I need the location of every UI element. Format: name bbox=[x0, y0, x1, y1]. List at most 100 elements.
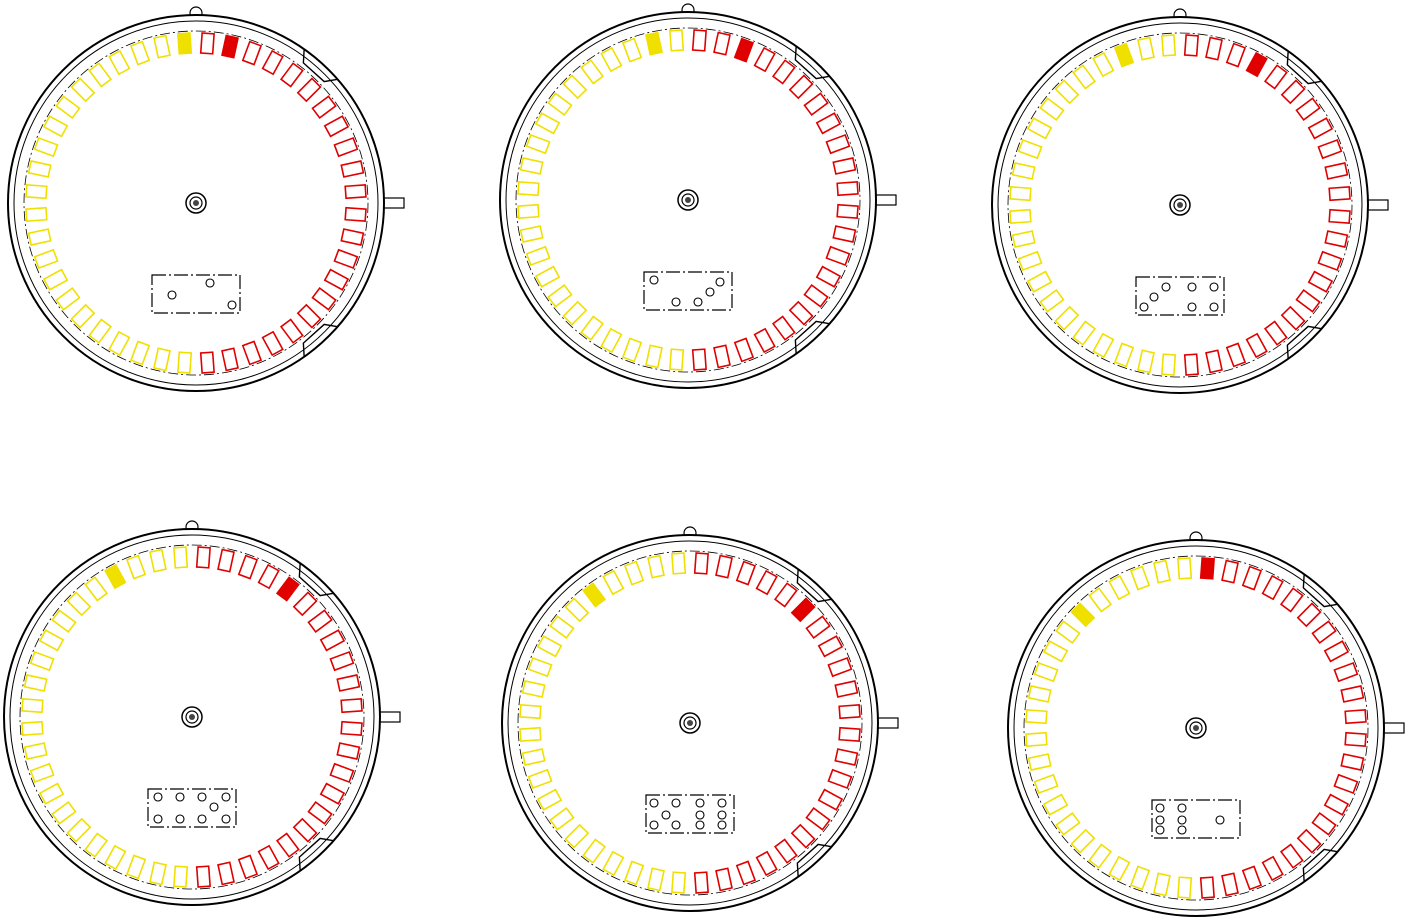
yellow-slot bbox=[600, 327, 623, 354]
clip-shape bbox=[794, 47, 829, 80]
clip-shape bbox=[1286, 52, 1321, 85]
dot bbox=[1187, 282, 1197, 292]
red-slot bbox=[1279, 843, 1304, 869]
red-slot bbox=[1245, 51, 1268, 78]
yellow-slot bbox=[1033, 773, 1059, 795]
red-slot bbox=[333, 136, 359, 158]
red-slot bbox=[1307, 117, 1334, 140]
clip-shape bbox=[796, 843, 831, 876]
yellow-slot bbox=[33, 248, 59, 270]
red-slot bbox=[1205, 36, 1223, 61]
red-slot bbox=[1183, 34, 1199, 57]
red-slot bbox=[319, 782, 346, 805]
yellow-slot bbox=[1055, 620, 1081, 645]
dot bbox=[175, 814, 185, 824]
yellow-slot bbox=[580, 315, 605, 341]
yellow-slot bbox=[21, 698, 44, 714]
dot bbox=[649, 275, 659, 285]
clip-shape bbox=[302, 323, 337, 356]
red-slot bbox=[817, 635, 844, 658]
track bbox=[23, 30, 369, 376]
red-slot bbox=[832, 225, 857, 243]
red-slot bbox=[1205, 349, 1223, 374]
yellow-slot bbox=[29, 650, 55, 672]
red-slot bbox=[275, 832, 300, 858]
red-slot bbox=[1241, 865, 1263, 891]
yellow-slot bbox=[621, 337, 643, 363]
dot bbox=[1177, 815, 1187, 825]
dial bbox=[3, 520, 401, 906]
red-slot bbox=[307, 800, 333, 825]
red-slot bbox=[1317, 250, 1343, 272]
red-slot bbox=[1328, 208, 1351, 224]
yellow-slot bbox=[125, 554, 147, 580]
yellow-slot bbox=[671, 552, 687, 575]
yellow-slot bbox=[125, 854, 147, 880]
yellow-slot bbox=[84, 832, 109, 858]
yellow-slot bbox=[29, 762, 55, 784]
red-slot bbox=[1296, 828, 1322, 854]
red-slot bbox=[753, 327, 776, 354]
yellow-slot bbox=[84, 576, 109, 602]
clip-shape bbox=[298, 564, 333, 597]
dot bbox=[227, 300, 237, 310]
red-slot bbox=[292, 817, 318, 843]
clip bbox=[794, 47, 829, 80]
hub-core bbox=[1177, 202, 1183, 208]
dot bbox=[1187, 302, 1197, 312]
yellow-slot bbox=[70, 77, 96, 103]
red-slot bbox=[1333, 773, 1359, 795]
red-slot bbox=[1221, 872, 1239, 897]
red-slot bbox=[1340, 753, 1365, 771]
red-slot bbox=[195, 865, 211, 888]
yellow-slot bbox=[23, 742, 48, 760]
dot bbox=[1177, 825, 1187, 835]
dot bbox=[715, 277, 725, 287]
red-slot bbox=[838, 704, 861, 720]
yellow-slot bbox=[88, 62, 113, 88]
red-slot bbox=[241, 40, 263, 66]
yellow-slot bbox=[1108, 855, 1131, 882]
clip bbox=[1286, 52, 1321, 85]
red-slot bbox=[733, 37, 755, 63]
yellow-slot bbox=[149, 861, 167, 886]
red-slot bbox=[691, 29, 707, 52]
dot bbox=[153, 792, 163, 802]
yellow-slot bbox=[1092, 332, 1115, 359]
yellow-slot bbox=[38, 782, 65, 805]
dot bbox=[695, 820, 705, 830]
yellow-slot bbox=[153, 34, 171, 59]
dot bbox=[693, 297, 703, 307]
red-slot bbox=[311, 95, 337, 120]
red-slot bbox=[336, 742, 361, 760]
yellow-slot bbox=[25, 184, 48, 200]
yellow-slot bbox=[1033, 661, 1059, 683]
yellow-slot bbox=[671, 871, 687, 894]
clip bbox=[794, 320, 829, 353]
clip-shape bbox=[796, 570, 831, 603]
red-slot bbox=[217, 548, 235, 573]
yellow-slot bbox=[1108, 574, 1131, 601]
red-slot bbox=[773, 582, 798, 608]
red-slot bbox=[735, 860, 757, 886]
red-slot bbox=[735, 560, 757, 586]
red-slot bbox=[753, 46, 776, 73]
red-slot bbox=[323, 268, 350, 291]
red-slot bbox=[755, 850, 778, 877]
dot bbox=[1155, 825, 1165, 835]
dot bbox=[167, 290, 177, 300]
red-slot bbox=[836, 203, 859, 219]
red-slot bbox=[803, 92, 829, 117]
yellow-slot bbox=[1025, 731, 1048, 747]
red-slot bbox=[1280, 305, 1306, 331]
yellow-slot bbox=[1039, 288, 1065, 313]
yellow-slot bbox=[1161, 34, 1177, 57]
red-slot bbox=[817, 788, 844, 811]
yellow-slot bbox=[1129, 865, 1151, 891]
yellow-slot bbox=[1072, 320, 1097, 346]
yellow-slot bbox=[153, 347, 171, 372]
yellow-slot bbox=[1153, 559, 1171, 584]
red-slot bbox=[1279, 587, 1304, 613]
dot bbox=[1155, 815, 1165, 825]
yellow-slot bbox=[1055, 811, 1081, 836]
